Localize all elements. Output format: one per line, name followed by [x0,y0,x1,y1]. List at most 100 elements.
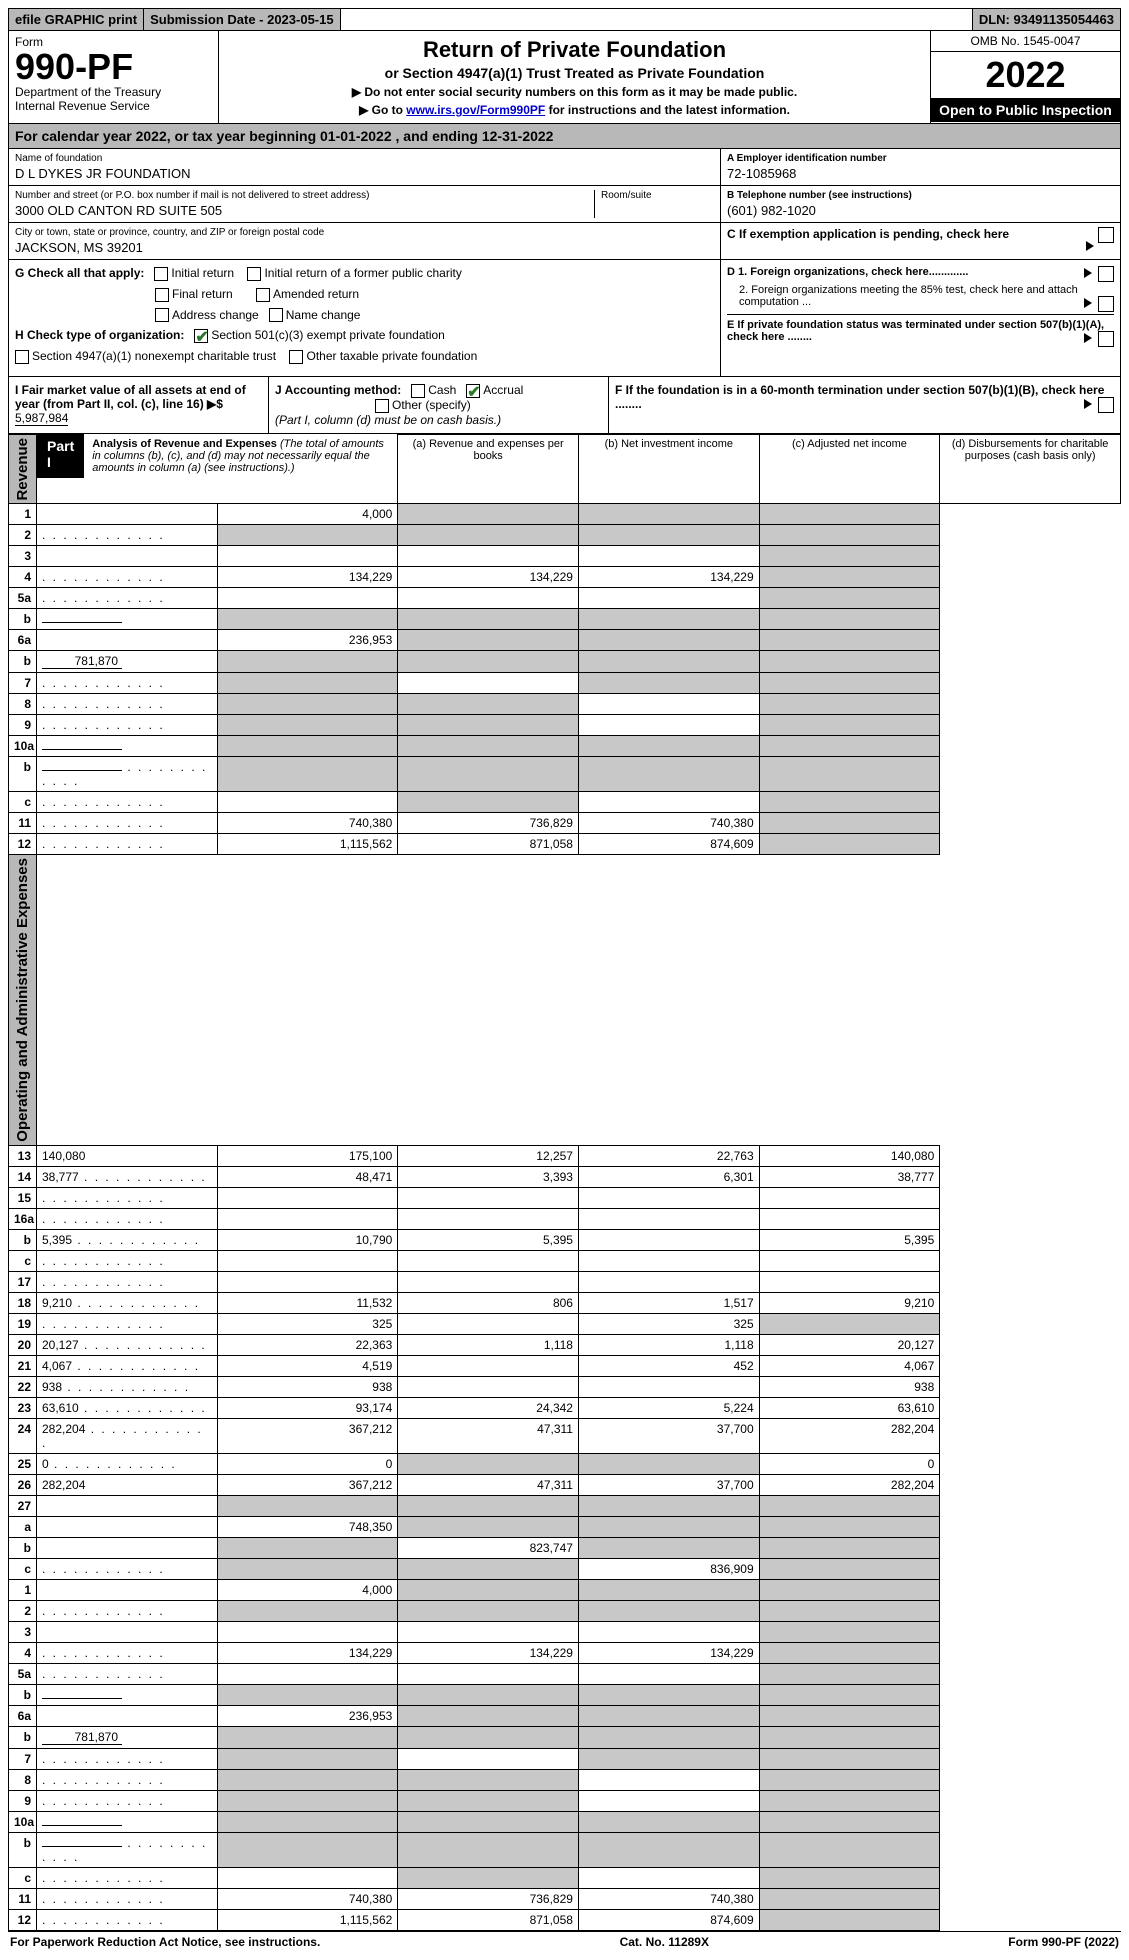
line-number: 11 [9,1889,37,1910]
line-a: 4,000 [217,1580,398,1601]
line-c [578,1685,759,1706]
line-b [398,1770,579,1791]
part1-header-row: Revenue Part I Analysis of Revenue and E… [9,434,1121,504]
line-d [759,1643,940,1664]
line-desc [37,1496,218,1517]
ein-cell: A Employer identification number 72-1085… [721,149,1120,186]
line-d [759,651,940,673]
line-b [398,1601,579,1622]
checkbox-address[interactable] [155,308,169,322]
line-d [759,1517,940,1538]
line-d [759,1622,940,1643]
exemption-pending-cell: C If exemption application is pending, c… [721,223,1120,257]
part1-title: Analysis of Revenue and Expenses [92,438,277,450]
city-cell: City or town, state or province, country… [9,223,720,259]
line-d [759,630,940,651]
line-number: 7 [9,673,37,694]
checkbox-e[interactable] [1098,331,1114,347]
line-desc [37,1685,218,1706]
table-row: 15 [9,1188,1121,1209]
checkbox-d1[interactable] [1098,266,1114,282]
line-number: 16a [9,1209,37,1230]
checkbox-d2[interactable] [1098,296,1114,312]
checkbox-other-method[interactable] [375,399,389,413]
checkbox-f[interactable] [1098,397,1114,413]
checkbox-name[interactable] [269,308,283,322]
line-d [759,736,940,757]
line-c: 37,700 [578,1419,759,1454]
line-desc: 0 [37,1454,218,1475]
line-number: 10a [9,1812,37,1833]
checkbox-accrual[interactable] [466,384,480,398]
line-desc [37,1538,218,1559]
line-a [217,1559,398,1580]
line-number: 1 [9,504,37,525]
line-desc [37,1791,218,1812]
instruction-2: ▶ Go to www.irs.gov/Form990PF for instru… [225,103,924,117]
line-a [217,1749,398,1770]
line-number: 6a [9,630,37,651]
line-desc [37,1188,218,1209]
line-d [759,1791,940,1812]
line-number: b [9,1230,37,1251]
line-c [578,1580,759,1601]
line-desc [37,1833,218,1868]
line-c [578,1377,759,1398]
line-d [759,609,940,630]
line-d [759,1812,940,1833]
checkbox-4947[interactable] [15,350,29,364]
table-row: c [9,1868,1121,1889]
line-b [398,715,579,736]
line-b [398,1517,579,1538]
table-row: 22938938938 [9,1377,1121,1398]
line-a: 175,100 [217,1146,398,1167]
line-a: 1,115,562 [217,834,398,855]
section-f: F If the foundation is in a 60-month ter… [609,377,1120,433]
address-cell: Number and street (or P.O. box number if… [9,186,720,223]
fmv-value: 5,987,984 [15,411,68,426]
table-row: 19325325 [9,1314,1121,1335]
line-desc [37,630,218,651]
line-b: 134,229 [398,567,579,588]
table-row: 3 [9,546,1121,567]
line-number: b [9,651,37,673]
line-number: 9 [9,1791,37,1812]
line-d [759,567,940,588]
table-row: c [9,792,1121,813]
line-b [398,1749,579,1770]
line-a [217,736,398,757]
line-c: 874,609 [578,1910,759,1931]
line-d [759,1272,940,1293]
table-row: 11740,380736,829740,380 [9,813,1121,834]
table-row: 14,000 [9,504,1121,525]
checkbox-final[interactable] [155,288,169,302]
line-d [759,1188,940,1209]
line-desc: 140,080 [37,1146,218,1167]
table-row: 9 [9,715,1121,736]
checkbox-501c3[interactable] [194,329,208,343]
line-b: 806 [398,1293,579,1314]
table-row: 6a236,953 [9,630,1121,651]
table-row: 27 [9,1496,1121,1517]
line-number: 21 [9,1356,37,1377]
checkbox-cash[interactable] [411,384,425,398]
line-b: 736,829 [398,813,579,834]
instructions-link[interactable]: www.irs.gov/Form990PF [406,103,545,117]
line-c [578,1454,759,1475]
line-a [217,609,398,630]
line-number: b [9,1727,37,1749]
checkbox-amended[interactable] [256,288,270,302]
table-row: 14,000 [9,1580,1121,1601]
checkbox-initial[interactable] [154,267,168,281]
checkbox-other-taxable[interactable] [289,350,303,364]
line-number: c [9,1559,37,1580]
checkbox-c[interactable] [1098,227,1114,243]
line-number: 5a [9,588,37,609]
checkbox-initial-former[interactable] [247,267,261,281]
line-number: 4 [9,1643,37,1664]
line-d [759,1868,940,1889]
line-c [578,1209,759,1230]
line-a: 740,380 [217,1889,398,1910]
line-a [217,1496,398,1517]
line-desc [37,1251,218,1272]
